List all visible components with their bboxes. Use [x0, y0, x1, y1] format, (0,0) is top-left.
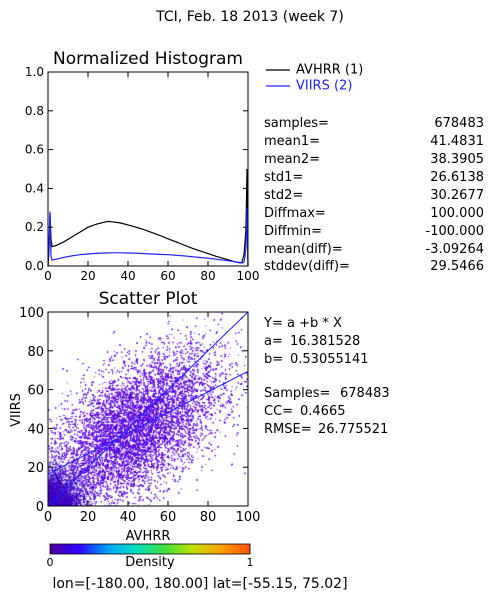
stat-std1-label: std1= [264, 170, 303, 185]
histogram-plot-frame [47, 71, 249, 267]
scatter-one-to-one-line [47, 311, 249, 507]
colorbar-min-label: 0 [47, 556, 54, 569]
scatter-xtick-label: 40 [120, 510, 137, 525]
fit-samples-label: Samples= [264, 386, 330, 401]
colorbar-gradient [49, 543, 251, 555]
stat-diffmax-value: 100.000 [430, 206, 484, 221]
legend-label-viirs: VIIRS (2) [296, 79, 352, 94]
scatter-ticks-group: 0 20 40 60 80 100 0 20 40 60 80 100 [19, 306, 260, 525]
scatter-ytick-label: 60 [27, 384, 44, 399]
histogram-title: Normalized Histogram [53, 49, 243, 69]
scatter-xtick-label: 80 [200, 510, 217, 525]
hist-xtick-label: 40 [120, 269, 135, 283]
hist-ytick-label: 0.4 [25, 181, 44, 195]
fit-cc-value: 0.4665 [300, 404, 346, 419]
hist-xtick-label: 0 [44, 269, 52, 283]
scatter-xtick-label: 100 [236, 510, 261, 525]
hist-xtick-label: 60 [160, 269, 175, 283]
legend-label-avhrr: AVHRR (1) [296, 63, 363, 78]
hist-ytick-label: 0.2 [25, 220, 44, 234]
fit-samples-value: 678483 [340, 386, 390, 401]
fit-rmse-value: 26.775521 [318, 422, 388, 437]
scatter-lines-group [47, 311, 249, 507]
hist-ytick-label: 1.0 [25, 65, 44, 79]
fit-a-label: a= [264, 334, 283, 349]
fit-b-label: b= [264, 352, 283, 367]
footer-end: ] [342, 576, 347, 592]
stat-diffmin-value: -100.000 [426, 224, 484, 239]
hist-ytick-label: 0.0 [25, 259, 44, 273]
stat-diffmax-label: Diffmax= [264, 206, 326, 221]
stat-mean2-value: 38.3905 [430, 152, 484, 167]
fit-rmse-label: RMSE= [264, 422, 312, 437]
fit-cc-label: CC= [264, 404, 293, 419]
page-title: TCI, Feb. 18 2013 (week 7) [155, 9, 344, 25]
scatter-panel: Scatter Plot 0 20 40 60 80 100 0 20 40 60 80 100 AV… [9, 289, 390, 544]
stat-mean2-label: mean2= [264, 152, 320, 167]
scatter-ytick-label: 40 [27, 422, 44, 437]
scatter-plot-frame [47, 311, 249, 507]
footer-coordinates: lon=[-180.00, 180.00] lat=[-55.15, 75.02… [52, 576, 347, 592]
hist-ytick-label: 0.8 [25, 104, 44, 118]
histogram-series-group [47, 168, 249, 267]
scatter-title: Scatter Plot [99, 289, 198, 309]
scatter-ytick-label: 80 [27, 345, 44, 360]
colorbar-max-label: 1 [247, 556, 254, 569]
hist-ytick-label: 0.6 [25, 143, 44, 157]
footer-lat-label: ] lat=[ [203, 576, 248, 592]
histogram-ticks-group: 0 20 40 60 80 100 0.0 0.2 0.4 0.6 0.8 1.0 [25, 65, 260, 283]
hist-xtick-label: 20 [80, 269, 95, 283]
stat-meandiff-value: -3.09264 [426, 242, 484, 257]
hist-xtick-label: 100 [237, 269, 260, 283]
footer-lat-value: -55.15, 75.02 [248, 576, 342, 592]
histogram-panel: Normalized Histogram 0 20 40 60 80 1000.00.20… [25, 49, 484, 283]
stat-samples-label: samples= [264, 116, 329, 131]
footer-lon-value: -180.00, 180.00 [91, 576, 203, 592]
stat-stddevdiff-value: 29.5466 [430, 259, 484, 274]
stat-meandiff-label: mean(diff)= [264, 242, 343, 257]
stat-mean1-value: 41.4831 [430, 134, 484, 149]
stat-samples-value: 678483 [434, 116, 484, 131]
stat-mean1-label: mean1= [264, 134, 320, 149]
scatter-fit-line [47, 370, 249, 475]
stat-std2-value: 30.2677 [430, 188, 484, 203]
stat-diffmin-label: Diffmin= [264, 224, 322, 239]
scatter-xtick-label: 60 [160, 510, 177, 525]
colorbar: 0 Density 1 [47, 543, 254, 570]
histogram-series-viirs [47, 207, 249, 267]
histogram-stats: samples= 678483 mean1= 41.4831 mean2= 38… [264, 116, 484, 274]
scatter-ytick-label: 0 [36, 500, 44, 515]
stat-std2-label: std2= [264, 188, 303, 203]
stat-stddevdiff-label: stddev(diff)= [264, 259, 350, 274]
histogram-series-avhrr [47, 168, 249, 267]
fit-equation: Y= a +b * X [263, 316, 342, 331]
stat-std1-value: 26.6138 [430, 170, 484, 185]
scatter-xtick-label: 20 [80, 510, 97, 525]
footer-lon-label: lon=[ [52, 576, 91, 592]
hist-xtick-label: 80 [200, 269, 215, 283]
scatter-ytick-label: 100 [19, 306, 44, 321]
scatter-xtick-label: 0 [44, 510, 52, 525]
scatter-ytick-label: 20 [27, 461, 44, 476]
fit-a-value: 16.381528 [290, 334, 360, 349]
fit-b-value: 0.53055141 [290, 352, 369, 367]
scatter-ylabel: VIIRS [9, 393, 24, 427]
scatter-xlabel: AVHRR [126, 529, 171, 544]
colorbar-title: Density [125, 555, 175, 570]
